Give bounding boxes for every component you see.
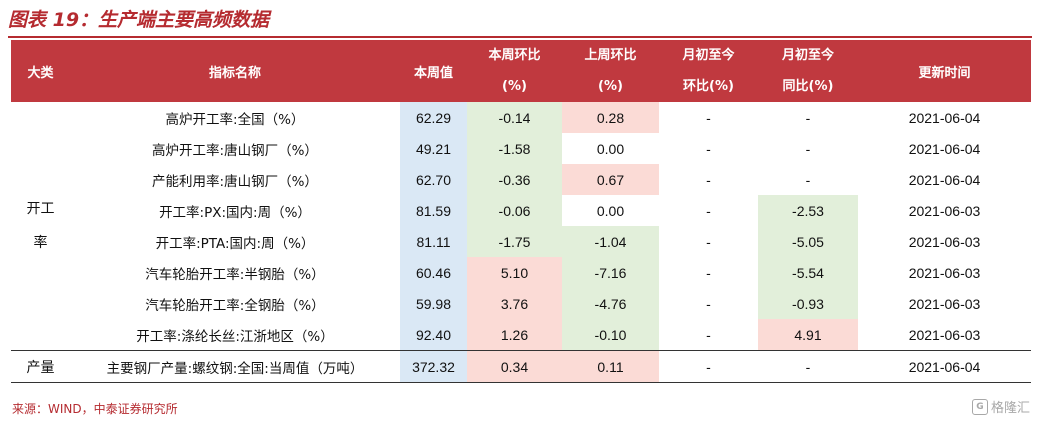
- header-wow-unit: (%): [467, 71, 562, 102]
- indicator-name: 高炉开工率:唐山钢厂（%）: [152, 142, 318, 159]
- header-mtd-mom: 月初至今: [659, 40, 758, 71]
- table-row: 汽车轮胎开工率:全钢胎（%） 59.98 3.76 -4.76 - -0.93 …: [11, 288, 1031, 319]
- prev-wow-value: -1.04: [562, 226, 659, 257]
- this-week-value: 59.98: [400, 288, 467, 319]
- this-week-value: 62.70: [400, 164, 467, 195]
- indicator-name: 开工率:涤纶长丝:江浙地区（%）: [136, 328, 334, 345]
- yoy-value: -: [805, 140, 811, 157]
- yoy-value: 4.91: [758, 319, 858, 351]
- header-row: 大类 指标名称 本周值 本周环比 上周环比 月初至今 月初至今 更新时间: [11, 40, 1031, 102]
- header-mtd-yoy-unit: 同比(%): [758, 71, 858, 102]
- update-date: 2021-06-04: [858, 350, 1031, 383]
- wow-value: -0.14: [467, 102, 562, 133]
- update-date: 2021-06-03: [908, 326, 981, 343]
- header-wow-line1: 本周环比: [488, 47, 541, 63]
- category-kaigonglv: 开工 率: [26, 201, 55, 251]
- wow-value: 5.10: [467, 257, 562, 288]
- update-date: 2021-06-03: [908, 202, 981, 219]
- mom-value: -: [706, 326, 711, 343]
- mom-value: -: [659, 350, 758, 383]
- yoy-value: -: [758, 350, 858, 383]
- title-rule: [8, 36, 1032, 38]
- header-this-week: 本周值: [400, 40, 467, 102]
- yoy-value: -: [805, 171, 811, 188]
- table-row: 产量 主要钢厂产量:螺纹钢:全国:当周值（万吨） 372.32 0.34 0.1…: [11, 350, 1031, 383]
- table-row: 汽车轮胎开工率:半钢胎（%） 60.46 5.10 -7.16 - -5.54 …: [11, 257, 1031, 288]
- update-date: 2021-06-03: [908, 233, 981, 250]
- wow-value: -0.06: [467, 195, 562, 226]
- this-week-value: 81.59: [400, 195, 467, 226]
- this-week-value: 62.29: [400, 102, 467, 133]
- update-date: 2021-06-03: [908, 295, 981, 312]
- update-date: 2021-06-04: [908, 109, 981, 126]
- mom-value: -: [706, 233, 711, 250]
- header-mtd-mom-unit: 环比(%): [659, 71, 758, 102]
- header-indicator: 指标名称: [70, 40, 400, 102]
- indicator-name: 汽车轮胎开工率:全钢胎（%）: [145, 297, 325, 314]
- yoy-value: -5.05: [758, 226, 858, 257]
- mom-value: -: [706, 171, 711, 188]
- mom-value: -: [706, 295, 711, 312]
- header-prev-wow-unit: (%): [562, 71, 659, 102]
- prev-wow-value: -7.16: [562, 257, 659, 288]
- table-row: 产能利用率:唐山钢厂（%） 62.70 -0.36 0.67 - - 2021-…: [11, 164, 1031, 195]
- wow-value: 3.76: [467, 288, 562, 319]
- watermark: G 格隆汇: [972, 397, 1030, 416]
- this-week-value: 92.40: [400, 319, 467, 351]
- source-note: 来源：WIND，中泰证券研究所: [12, 402, 178, 416]
- yoy-value: -: [805, 109, 811, 126]
- prev-wow-value: -4.76: [562, 288, 659, 319]
- mom-value: -: [706, 202, 711, 219]
- indicator-name: 汽车轮胎开工率:半钢胎（%）: [145, 266, 325, 283]
- wow-value: -1.75: [467, 226, 562, 257]
- update-date: 2021-06-04: [908, 171, 981, 188]
- wow-value: 1.26: [467, 319, 562, 351]
- table-row: 开工 率 高炉开工率:全国（%） 62.29 -0.14 0.28 - - 20…: [11, 102, 1031, 251]
- header-prev-wow: 上周环比: [562, 40, 659, 71]
- indicator-name: 开工率:PTA:国内:周（%）: [155, 235, 315, 252]
- indicator-name: 主要钢厂产量:螺纹钢:全国:当周值（万吨）: [70, 350, 400, 383]
- wow-value: -0.36: [467, 164, 562, 195]
- header-mtd-yoy-line1: 月初至今: [781, 47, 834, 63]
- yoy-value: -0.93: [758, 288, 858, 319]
- header-mtd-yoy: 月初至今: [758, 40, 858, 71]
- mom-value: -: [706, 140, 711, 157]
- prev-wow-value: 0.00: [596, 202, 625, 219]
- yoy-value: -2.53: [758, 195, 858, 226]
- table-row: 开工率:PTA:国内:周（%） 81.11 -1.75 -1.04 - -5.0…: [11, 226, 1031, 257]
- this-week-value: 49.21: [400, 133, 467, 164]
- header-category: 大类: [11, 40, 70, 102]
- mom-value: -: [706, 109, 711, 126]
- table-row: 开工率:PX:国内:周（%） 81.59 -0.06 0.00 - -2.53 …: [11, 195, 1031, 226]
- prev-wow-value: -0.10: [562, 319, 659, 351]
- prev-wow-value: 0.11: [562, 350, 659, 383]
- yoy-value: -5.54: [758, 257, 858, 288]
- wow-value: -1.58: [467, 133, 562, 164]
- watermark-text: 格隆汇: [991, 401, 1031, 416]
- update-date: 2021-06-04: [908, 140, 981, 157]
- category-chanliang: 产量: [11, 350, 70, 383]
- table-title: 图表 19：生产端主要高频数据: [8, 9, 270, 31]
- header-mtd-mom-line1: 月初至今: [682, 47, 735, 63]
- this-week-value: 372.32: [400, 350, 467, 383]
- header-prev-wow-line1: 上周环比: [584, 47, 637, 63]
- table-row: 高炉开工率:唐山钢厂（%） 49.21 -1.58 0.00 - - 2021-…: [11, 133, 1031, 164]
- prev-wow-value: 0.67: [562, 164, 659, 195]
- header-updated: 更新时间: [858, 40, 1031, 102]
- wow-value: 0.34: [467, 350, 562, 383]
- indicator-name: 产能利用率:唐山钢厂（%）: [152, 173, 318, 190]
- indicator-name: 开工率:PX:国内:周（%）: [159, 204, 311, 221]
- indicator-name: 高炉开工率:全国（%）: [165, 111, 305, 128]
- mom-value: -: [706, 264, 711, 281]
- prev-wow-value: 0.28: [562, 102, 659, 133]
- update-date: 2021-06-03: [908, 264, 981, 281]
- header-row-2: (%) (%) 环比(%) 同比(%): [11, 71, 1031, 102]
- table-row: 开工率:涤纶长丝:江浙地区（%） 92.40 1.26 -0.10 - 4.91…: [11, 319, 1031, 351]
- this-week-value: 81.11: [400, 226, 467, 257]
- gelonghui-logo-icon: G: [972, 398, 988, 415]
- prev-wow-value: 0.00: [596, 140, 625, 157]
- header-wow: 本周环比: [467, 40, 562, 71]
- this-week-value: 60.46: [400, 257, 467, 288]
- data-table: 大类 指标名称 本周值 本周环比 上周环比 月初至今 月初至今 更新时间 (%)…: [11, 40, 1031, 383]
